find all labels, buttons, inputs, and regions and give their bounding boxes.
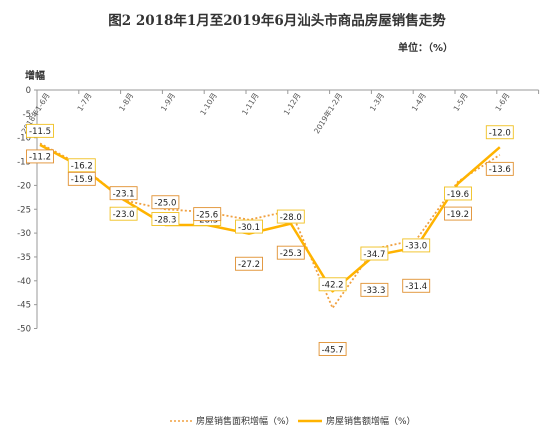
data-label: -31.4: [405, 282, 427, 292]
legend-label-sales: 房屋销售额增幅（%）: [326, 417, 416, 427]
data-label: -30.1: [238, 223, 260, 233]
y-tick-label: -10: [17, 134, 31, 144]
x-tick-label: 1-8月: [117, 91, 135, 113]
data-label: -12.0: [489, 129, 511, 139]
x-tick-label: 1-9月: [159, 91, 177, 113]
x-tick-label: 1-5月: [452, 91, 470, 113]
data-label: -19.6: [447, 190, 469, 200]
y-axis-label: 增幅: [25, 71, 45, 82]
y-tick-label: -20: [17, 181, 31, 191]
y-tick-label: -30: [17, 229, 31, 239]
data-label-box: [276, 209, 305, 224]
data-label: -23.0: [113, 210, 135, 220]
data-label: -25.3: [280, 249, 302, 259]
data-label-box: [318, 277, 347, 292]
y-tick-label: -35: [17, 253, 31, 263]
data-label: -23.1: [113, 189, 135, 199]
x-tick-label: 1-3月: [368, 91, 386, 113]
legend-swatch-sales: [298, 419, 322, 422]
y-tick-label: -40: [17, 277, 31, 287]
y-tick-label: -50: [17, 325, 31, 335]
data-label: -11.2: [29, 153, 51, 163]
x-tick-label: 1-12月: [282, 91, 303, 117]
y-tick-label: -25: [17, 205, 31, 215]
legend-label-area: 房屋销售面积增幅（%）: [196, 417, 295, 427]
x-tick-label: 1-4月: [410, 91, 428, 113]
series-line-sales: [39, 143, 501, 293]
data-label: -25.6: [196, 210, 218, 220]
legend-swatch-area: [170, 419, 192, 422]
data-label: -13.6: [489, 165, 511, 175]
data-label-box: [402, 278, 431, 293]
data-label-box: [276, 245, 305, 260]
data-label-box: [67, 158, 96, 173]
data-label-box: [193, 207, 222, 222]
data-label-box: [109, 186, 138, 201]
data-label: -34.7: [363, 250, 385, 260]
data-label-box: [318, 342, 347, 356]
data-label-box: [235, 256, 263, 271]
y-tick-label: 0: [26, 86, 31, 96]
data-label: -33.0: [405, 242, 427, 252]
data-label-box: [444, 186, 472, 201]
data-label-box: [26, 123, 54, 138]
data-label-box: [360, 282, 389, 297]
data-label-box: [26, 149, 54, 164]
x-tick-label: 1-10月: [198, 91, 219, 117]
data-label: -25.0: [154, 199, 176, 209]
y-tick-label: -45: [17, 301, 31, 311]
data-label: -45.7: [322, 345, 344, 355]
legend-item-area: 房屋销售面积增幅（%）: [170, 414, 295, 427]
data-label-box: [360, 246, 389, 261]
data-label: -28.3: [154, 215, 176, 225]
data-label: -28.0: [280, 213, 302, 223]
data-label-box: [151, 212, 180, 226]
data-label: -33.3: [363, 286, 385, 296]
data-label: -11.5: [29, 127, 51, 137]
y-tick-label: -15: [17, 158, 31, 168]
data-label-box: [151, 195, 180, 210]
data-label-box: [235, 219, 263, 234]
data-label-box: [109, 206, 138, 221]
data-label: -27.2: [238, 260, 260, 270]
x-tick-label: 1-7月: [75, 91, 93, 113]
data-label-box: [67, 171, 96, 186]
data-label: -42.2: [322, 281, 344, 291]
unit-label: 单位：（%）: [398, 43, 454, 54]
x-tick-label: 1-11月: [240, 91, 261, 117]
data-label: -19.2: [447, 210, 469, 220]
data-label-box: [485, 161, 514, 176]
data-label: -15.9: [71, 175, 93, 185]
legend-item-sales: 房屋销售额增幅（%）: [298, 414, 416, 427]
data-label: -16.2: [71, 162, 93, 172]
data-label-box: [485, 125, 514, 140]
y-tick-label: -5: [23, 110, 31, 120]
x-tick-label: 1-6月: [493, 91, 511, 113]
x-tick-label: 2019年1-2月: [311, 91, 344, 136]
data-label-box: [402, 238, 431, 253]
chart-title: 图2 2018年1月至2019年6月汕头市商品房屋销售走势: [108, 13, 446, 29]
data-label-box: [444, 206, 472, 221]
